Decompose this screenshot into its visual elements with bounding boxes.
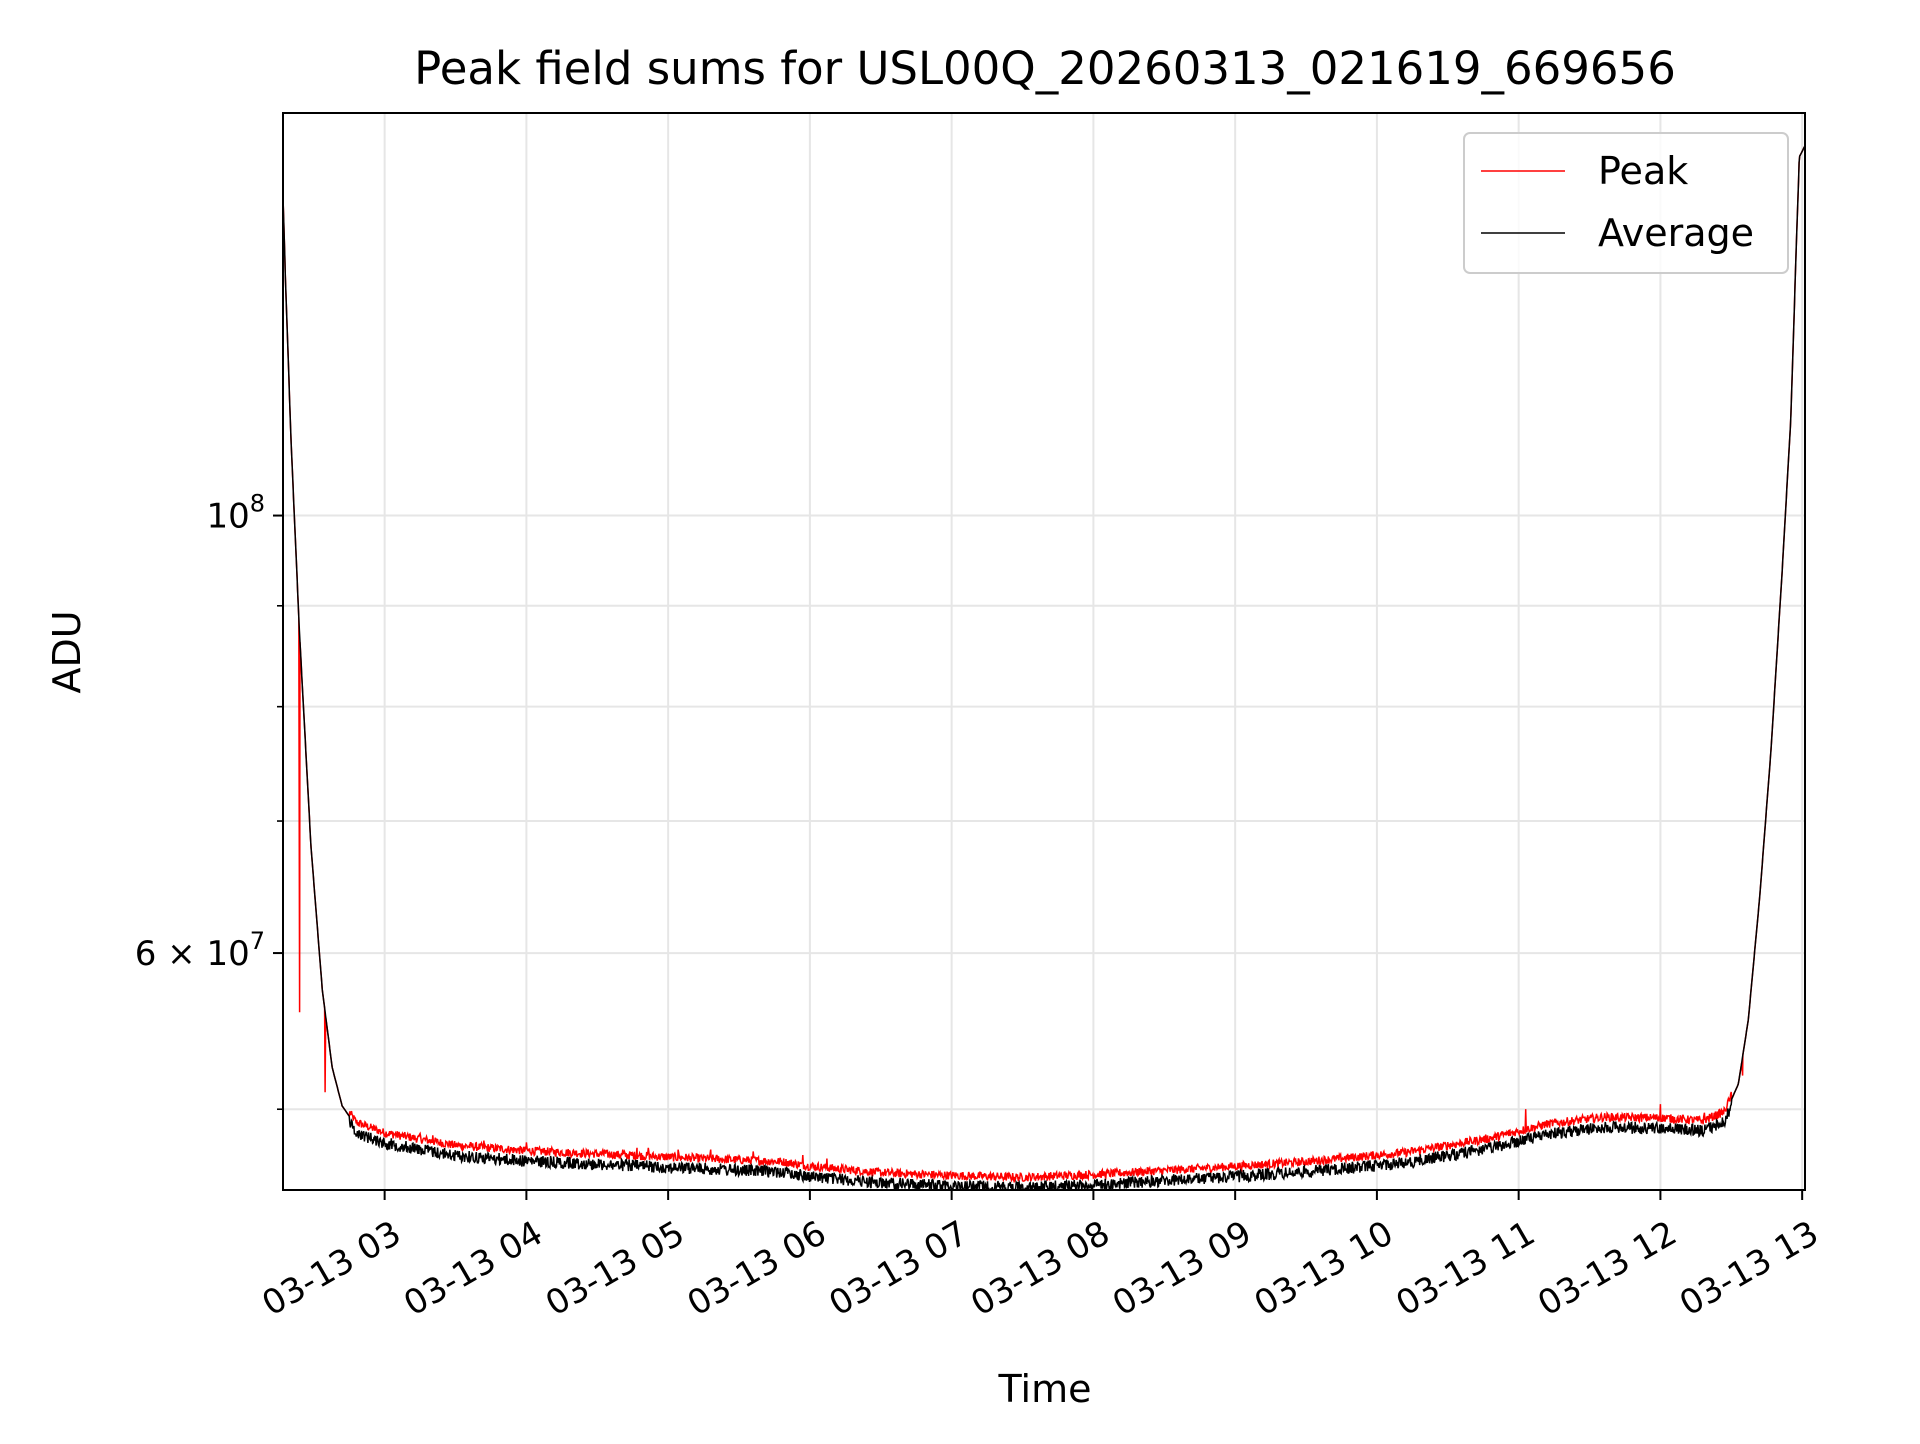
y-tick-label: 108 [206,490,265,537]
x-axis-label: Time [998,1367,1092,1411]
series-line-peak [283,145,1805,1184]
y-tick-label-exponent: 7 [250,927,265,955]
legend-label-average: Average [1598,211,1754,255]
legend-box [1463,132,1789,274]
series-layer [283,145,1805,1190]
y-tick-label-exponent: 8 [250,490,265,518]
plot-frame [282,112,1806,1191]
series-line-average [283,145,1805,1190]
legend-label-peak: Peak [1598,149,1688,193]
y-tick-label-base: 10 [206,497,249,537]
grid [283,113,1805,1190]
y-tick-label: 6 × 107 [135,927,265,974]
y-tick-label-base: 6 × 10 [135,934,250,974]
chart-title: Peak field sums for USL00Q_20260313_0216… [414,42,1676,95]
legend: Peak Average [1463,132,1789,274]
y-axis-label: ADU [45,610,89,693]
